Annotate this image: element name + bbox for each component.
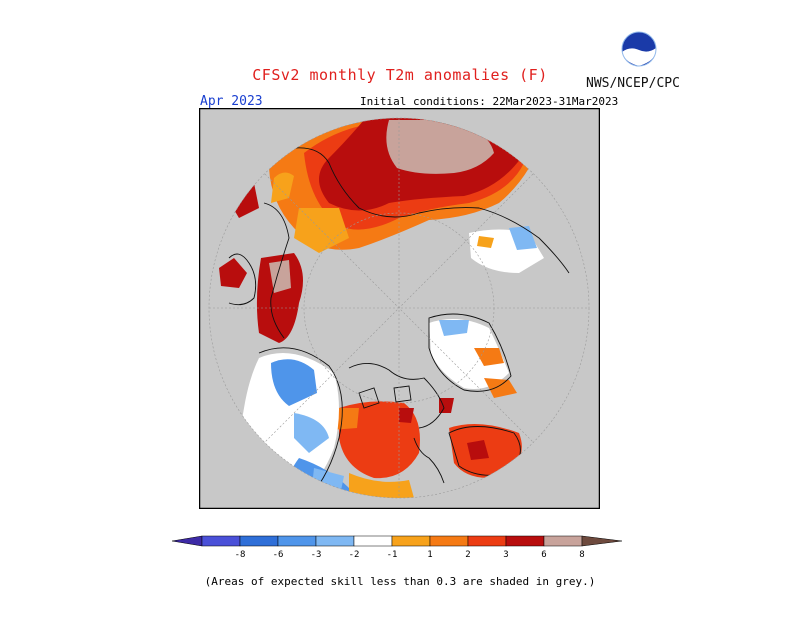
- legend-tick-label: -2: [349, 550, 360, 559]
- noaa-logo-icon: [621, 31, 657, 67]
- legend-tick-label: 6: [541, 550, 546, 559]
- agency-label: NWS/NCEP/CPC: [586, 76, 680, 91]
- legend-swatch: [429, 535, 469, 547]
- legend-tick-label: 1: [427, 550, 432, 559]
- page-title: CFSv2 monthly T2m anomalies (F): [252, 66, 548, 84]
- legend-swatch: [467, 535, 507, 547]
- legend-arrow-high: [581, 535, 623, 547]
- legend-swatch: [201, 535, 241, 547]
- legend-tick-label: -8: [235, 550, 246, 559]
- skill-footnote: (Areas of expected skill less than 0.3 a…: [204, 575, 596, 588]
- initial-conditions: Initial conditions: 22Mar2023-31Mar2023: [360, 95, 619, 108]
- legend-arrow-low: [172, 535, 203, 547]
- legend-swatch: [315, 535, 355, 547]
- graticule: [208, 117, 590, 499]
- legend-tick-label: 8: [579, 550, 584, 559]
- color-legend: -8 -6 -3 -2 -1 1 2 3 6 8: [172, 535, 623, 559]
- legend-tick-label: 2: [465, 550, 470, 559]
- legend-tick-label: 3: [503, 550, 508, 559]
- legend-tick-label: -6: [273, 550, 284, 559]
- forecast-month: Apr 2023: [200, 94, 263, 109]
- legend-swatch: [543, 535, 583, 547]
- legend-swatch: [277, 535, 317, 547]
- polar-anomaly-map: [199, 108, 600, 509]
- legend-swatch: [239, 535, 279, 547]
- legend-tick-label: -3: [311, 550, 322, 559]
- coastlines: [228, 147, 570, 498]
- legend-swatch: [353, 535, 393, 547]
- legend-tick-label: -1: [387, 550, 398, 559]
- legend-swatch: [505, 535, 545, 547]
- legend-swatch: [391, 535, 431, 547]
